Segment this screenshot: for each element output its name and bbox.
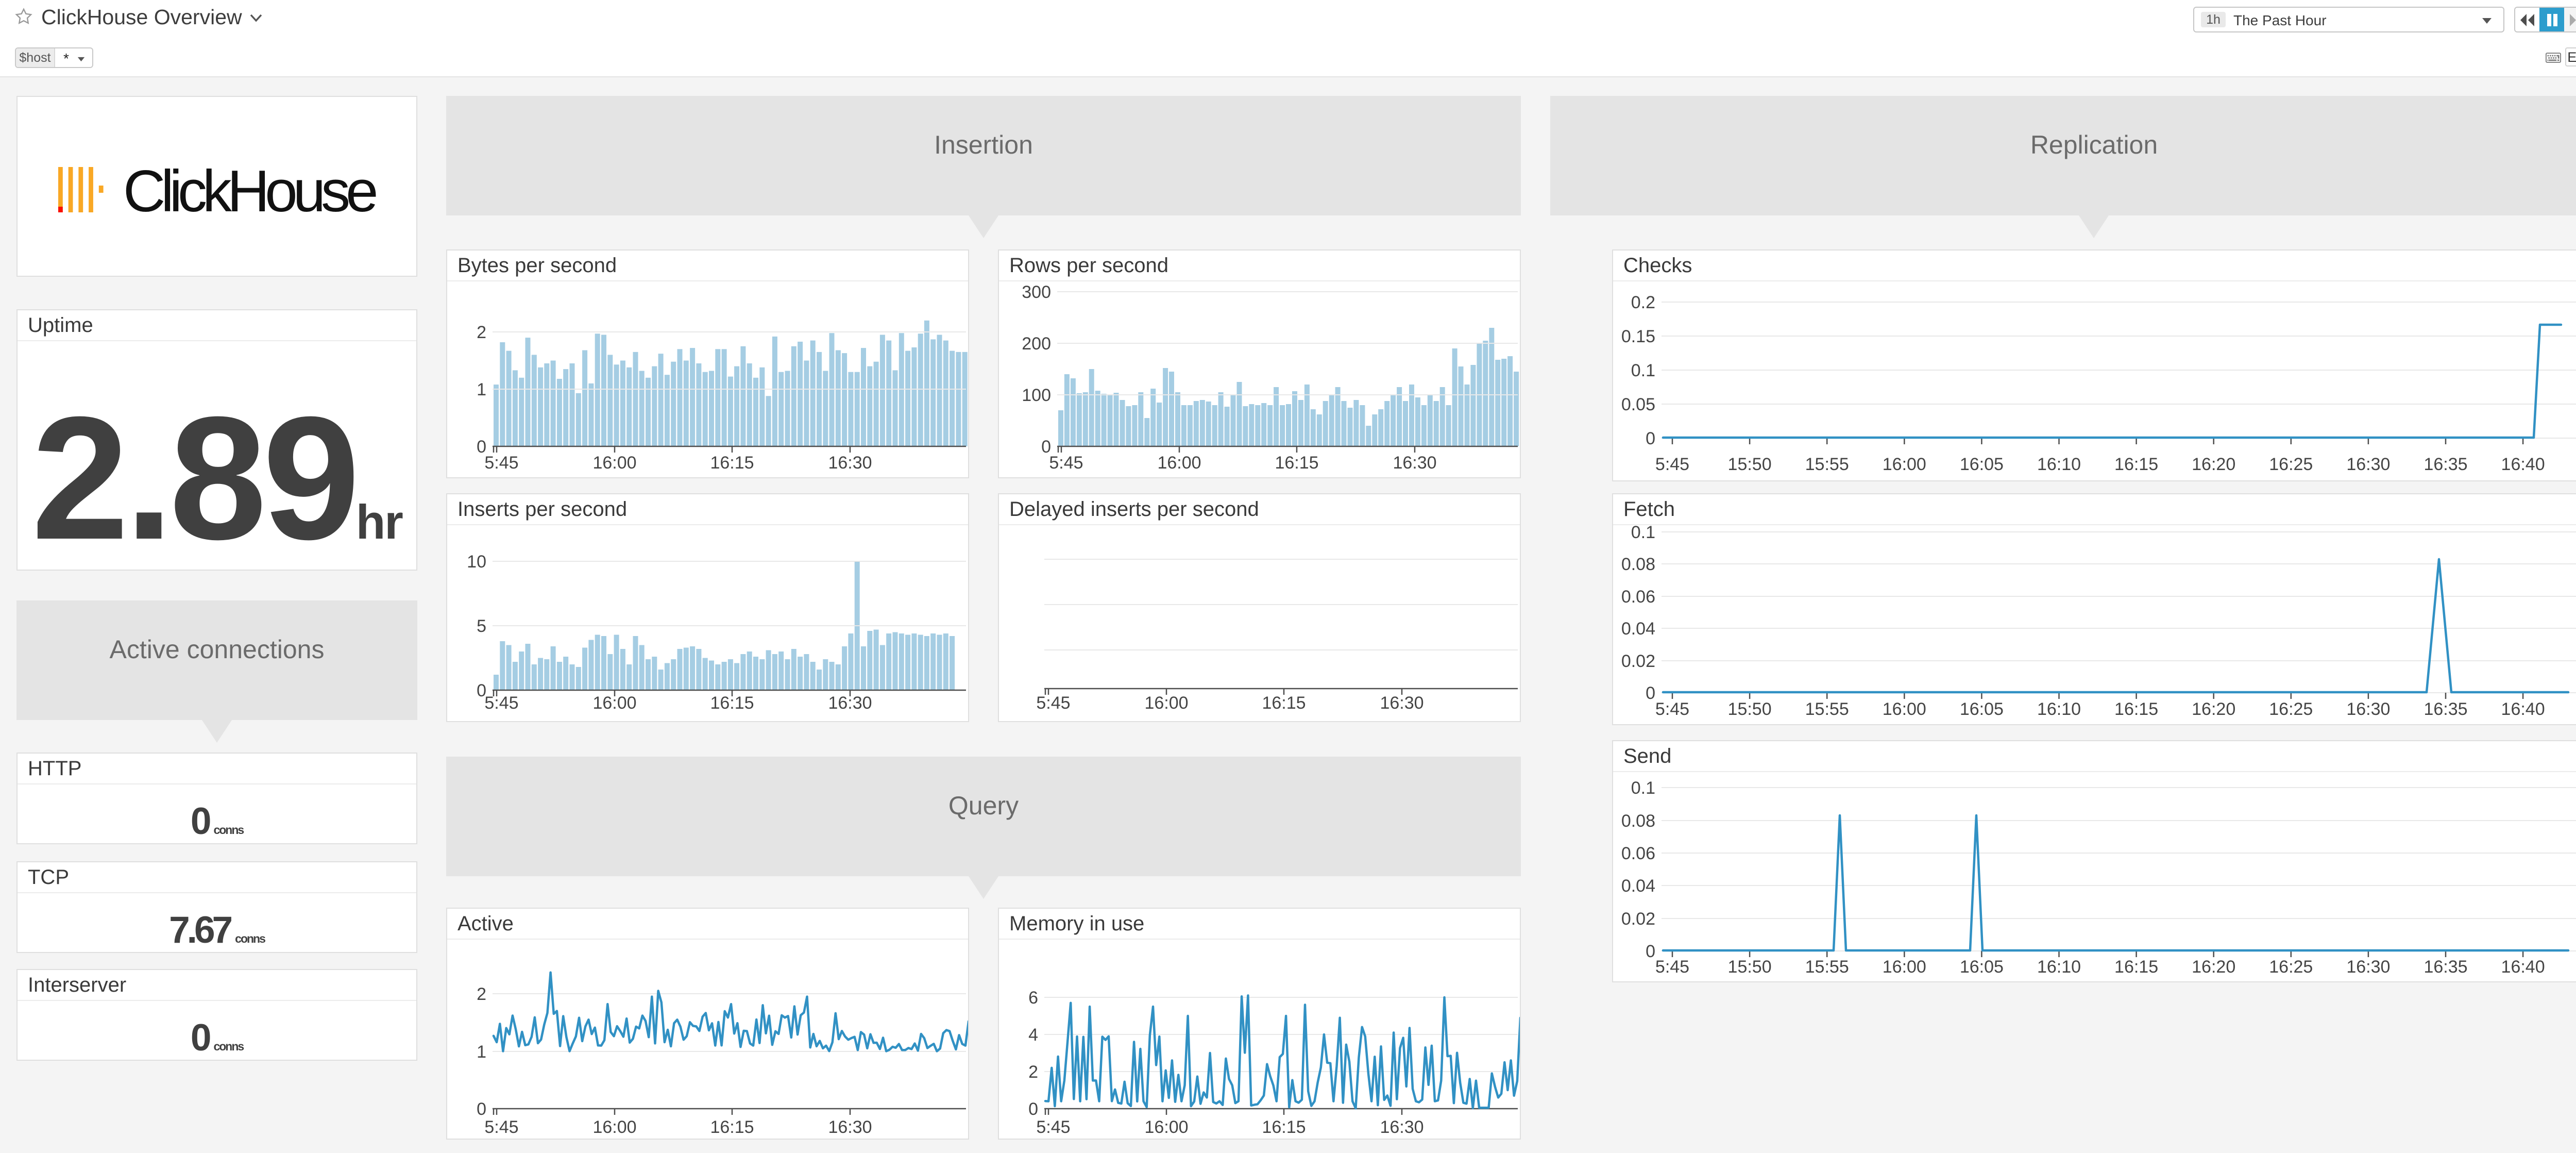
- svg-text:16:00: 16:00: [1144, 693, 1188, 713]
- svg-text:0: 0: [1041, 437, 1051, 457]
- svg-text:0.1: 0.1: [1631, 523, 1655, 542]
- svg-text:16:05: 16:05: [1960, 455, 2004, 474]
- svg-text:16:00: 16:00: [1157, 453, 1201, 473]
- svg-text:15:55: 15:55: [1805, 699, 1849, 719]
- svg-text:15:45: 15:45: [1026, 693, 1070, 713]
- svg-text:15:50: 15:50: [1728, 957, 1772, 977]
- svg-text:0: 0: [1646, 429, 1655, 448]
- svg-text:15:50: 15:50: [1728, 699, 1772, 719]
- svg-text:ClickHouse: ClickHouse: [123, 159, 376, 224]
- svg-text:16:15: 16:15: [1262, 1117, 1306, 1137]
- svg-text:15:45: 15:45: [474, 1117, 518, 1137]
- svg-text:0: 0: [477, 1099, 486, 1119]
- svg-text:16:20: 16:20: [2192, 957, 2235, 977]
- svg-text:10: 10: [467, 552, 486, 572]
- svg-text:16:35: 16:35: [2424, 957, 2467, 977]
- svg-text:16:00: 16:00: [592, 453, 636, 473]
- svg-text:0: 0: [1646, 683, 1655, 703]
- svg-text:2: 2: [477, 984, 486, 1004]
- svg-text:0.04: 0.04: [1621, 619, 1655, 639]
- svg-text:16:40: 16:40: [2501, 455, 2545, 474]
- svg-text:0: 0: [477, 681, 486, 700]
- svg-text:0.02: 0.02: [1621, 909, 1655, 929]
- svg-text:15:50: 15:50: [1728, 455, 1772, 474]
- svg-text:16:30: 16:30: [2346, 455, 2390, 474]
- svg-text:16:35: 16:35: [2424, 455, 2467, 474]
- svg-text:300: 300: [1022, 282, 1051, 302]
- svg-text:5:45: 5:45: [1655, 699, 1689, 719]
- svg-text:16:40: 16:40: [2501, 699, 2545, 719]
- svg-text:0.02: 0.02: [1621, 651, 1655, 671]
- svg-text:16:30: 16:30: [828, 453, 872, 473]
- svg-text:16:15: 16:15: [2114, 699, 2158, 719]
- svg-text:0.08: 0.08: [1621, 555, 1655, 574]
- svg-text:2: 2: [477, 323, 486, 342]
- svg-text:16:10: 16:10: [2037, 699, 2081, 719]
- svg-text:5:45: 5:45: [1655, 957, 1689, 977]
- svg-text:16:15: 16:15: [710, 453, 754, 473]
- svg-text:16:25: 16:25: [2269, 699, 2313, 719]
- svg-text:15:55: 15:55: [1805, 455, 1849, 474]
- svg-text:16:30: 16:30: [1380, 1117, 1423, 1137]
- svg-text:16:00: 16:00: [1883, 455, 1926, 474]
- svg-text:16:30: 16:30: [828, 693, 872, 713]
- svg-text:5: 5: [477, 616, 486, 636]
- svg-text:6: 6: [1028, 988, 1038, 1008]
- svg-text:0: 0: [1028, 1099, 1038, 1119]
- svg-text:0.1: 0.1: [1631, 361, 1655, 380]
- svg-text:16:30: 16:30: [2346, 699, 2390, 719]
- svg-text:0: 0: [1646, 942, 1655, 961]
- svg-text:16:20: 16:20: [2192, 699, 2235, 719]
- svg-text:0.05: 0.05: [1621, 395, 1655, 414]
- svg-text:16:30: 16:30: [1380, 693, 1423, 713]
- svg-text:0.08: 0.08: [1621, 811, 1655, 831]
- svg-text:16:10: 16:10: [2037, 455, 2081, 474]
- svg-text:0.15: 0.15: [1621, 327, 1655, 346]
- svg-text:16:00: 16:00: [1883, 957, 1926, 977]
- svg-text:16:15: 16:15: [1275, 453, 1318, 473]
- svg-text:2: 2: [1028, 1062, 1038, 1082]
- svg-text:16:15: 16:15: [1262, 693, 1306, 713]
- svg-text:0: 0: [477, 437, 486, 457]
- svg-text:16:40: 16:40: [2501, 957, 2545, 977]
- svg-text:16:30: 16:30: [828, 1117, 872, 1137]
- svg-text:0.2: 0.2: [1631, 293, 1655, 312]
- svg-text:0.06: 0.06: [1621, 844, 1655, 863]
- svg-text:16:25: 16:25: [2269, 957, 2313, 977]
- svg-text:15:45: 15:45: [1026, 1117, 1070, 1137]
- svg-text:16:35: 16:35: [2424, 699, 2467, 719]
- svg-text:0.04: 0.04: [1621, 876, 1655, 896]
- svg-text:0.06: 0.06: [1621, 587, 1655, 607]
- svg-text:16:25: 16:25: [2269, 455, 2313, 474]
- svg-text:16:15: 16:15: [2114, 957, 2158, 977]
- svg-text:1: 1: [477, 380, 486, 399]
- svg-text:16:00: 16:00: [592, 1117, 636, 1137]
- svg-text:200: 200: [1022, 334, 1051, 354]
- svg-text:1: 1: [477, 1042, 486, 1062]
- svg-text:16:30: 16:30: [2346, 957, 2390, 977]
- svg-text:16:15: 16:15: [2114, 455, 2158, 474]
- svg-text:15:45: 15:45: [474, 453, 518, 473]
- svg-text:4: 4: [1028, 1025, 1038, 1045]
- svg-text:16:15: 16:15: [710, 1117, 754, 1137]
- svg-text:15:45: 15:45: [474, 693, 518, 713]
- svg-text:16:00: 16:00: [1144, 1117, 1188, 1137]
- svg-text:16:00: 16:00: [1883, 699, 1926, 719]
- svg-text:16:10: 16:10: [2037, 957, 2081, 977]
- svg-text:15:45: 15:45: [1039, 453, 1083, 473]
- svg-text:16:05: 16:05: [1960, 699, 2004, 719]
- svg-text:16:00: 16:00: [592, 693, 636, 713]
- svg-text:16:05: 16:05: [1960, 957, 2004, 977]
- svg-text:16:15: 16:15: [710, 693, 754, 713]
- svg-text:0.1: 0.1: [1631, 778, 1655, 798]
- svg-text:5:45: 5:45: [1655, 455, 1689, 474]
- svg-text:16:20: 16:20: [2192, 455, 2235, 474]
- svg-text:100: 100: [1022, 386, 1051, 405]
- svg-text:15:55: 15:55: [1805, 957, 1849, 977]
- svg-text:16:30: 16:30: [1393, 453, 1436, 473]
